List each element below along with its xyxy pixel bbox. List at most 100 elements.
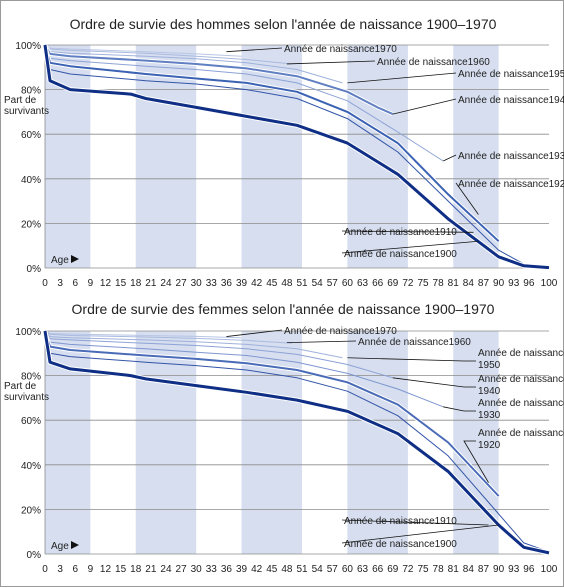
x-tick-label: 30 [191, 278, 203, 289]
leader-line [455, 182, 479, 215]
series-label: Année de naissance1960 [358, 337, 471, 348]
x-tick-label: 33 [206, 278, 218, 289]
y-tick-label: 20% [21, 505, 41, 516]
x-tick-label: 75 [417, 278, 429, 289]
x-tick-label: 63 [357, 278, 369, 289]
x-tick-label: 78 [433, 278, 445, 289]
leader-line [286, 340, 357, 343]
x-tick-label: 39 [236, 278, 248, 289]
series-line [44, 44, 444, 162]
y-tick-label: 40% [21, 461, 41, 472]
series-label: Année de naissance1960 [377, 57, 490, 68]
y-tick-label: 60% [21, 416, 41, 427]
x-tick-label: 63 [357, 564, 369, 575]
x-tick-label: 100 [541, 278, 558, 289]
x-tick-label: 69 [387, 278, 399, 289]
x-tick-label: 33 [206, 564, 218, 575]
x-tick-label: 84 [463, 278, 475, 289]
x-tick-label: 12 [100, 278, 112, 289]
series-label: Année de naissance1910 [344, 227, 457, 238]
series-line [44, 330, 242, 339]
x-tick-label: 69 [387, 564, 399, 575]
y-tick-label: 80% [21, 372, 41, 383]
x-tick-label: 48 [281, 564, 293, 575]
series-label: Année de naissance1940 [458, 95, 564, 106]
x-tick-label: 66 [372, 278, 384, 289]
x-tick-label: 3 [57, 278, 63, 289]
x-tick-label: 51 [296, 278, 308, 289]
x-tick-label: 72 [402, 564, 414, 575]
x-tick-label: 87 [478, 564, 490, 575]
leader-line [392, 98, 457, 115]
leader-line [341, 240, 479, 254]
x-tick-label: 12 [100, 564, 112, 575]
y-tick-label: 40% [21, 175, 41, 186]
x-tick-label: 66 [372, 564, 384, 575]
x-tick-label: 75 [417, 564, 429, 575]
series-label: Année de naissance1970 [284, 326, 397, 337]
x-tick-label: 96 [523, 564, 535, 575]
leader-line [341, 524, 499, 544]
series-label: Année de naissance1910 [344, 516, 457, 527]
series-label: Année de naissance1900 [344, 539, 457, 550]
chart-panel-hommes: Ordre de survie des hommes selon l'année… [4, 16, 564, 289]
x-tick-label: 90 [493, 564, 505, 575]
series-label: Année de naissance1950 [458, 69, 564, 80]
x-tick-label: 21 [145, 278, 157, 289]
x-tick-label: 15 [115, 278, 127, 289]
series-line [44, 330, 550, 553]
leader-line [341, 519, 489, 526]
y-axis-label: Part de survivants [4, 95, 49, 117]
x-tick-label: 93 [508, 564, 520, 575]
y-tick-label: 80% [21, 86, 41, 97]
series-line [44, 330, 500, 497]
age-band [135, 331, 197, 554]
x-tick-label: 0 [42, 564, 48, 575]
x-tick-label: 39 [236, 564, 248, 575]
x-axis-label: Age [51, 255, 69, 266]
x-tick-label: 81 [448, 278, 460, 289]
series-line [44, 44, 293, 65]
leader-line [463, 440, 489, 483]
y-axis-label: Part de survivants [4, 381, 49, 403]
chart-title: Ordre de survie des femmes selon l'année… [72, 301, 495, 317]
x-axis-label: Age [51, 541, 69, 552]
x-tick-label: 93 [508, 278, 520, 289]
leader-line [226, 47, 283, 53]
x-tick-label: 51 [296, 564, 308, 575]
x-tick-label: 9 [88, 564, 94, 575]
series-line [44, 330, 343, 359]
x-tick-label: 18 [130, 278, 142, 289]
series-line [44, 44, 394, 116]
x-tick-label: 21 [145, 564, 157, 575]
x-tick-label: 57 [327, 564, 339, 575]
x-tick-label: 36 [221, 564, 233, 575]
x-tick-label: 9 [88, 278, 94, 289]
x-tick-label: 30 [191, 564, 203, 575]
x-tick-label: 100 [541, 564, 558, 575]
y-tick-label: 60% [21, 130, 41, 141]
series-line [44, 44, 242, 57]
series-line [44, 44, 500, 242]
x-tick-label: 27 [176, 564, 188, 575]
x-tick-label: 54 [312, 564, 324, 575]
y-tick-label: 20% [21, 219, 41, 230]
chart-panel-femmes: Ordre de survie des femmes selon l'année… [4, 301, 564, 575]
series-label: Année de naissance1920 [458, 179, 564, 190]
series-line [44, 330, 444, 408]
x-tick-label: 27 [176, 278, 188, 289]
x-axis-arrow [71, 255, 79, 263]
x-tick-label: 78 [433, 564, 445, 575]
x-tick-label: 6 [72, 278, 78, 289]
x-axis-arrow [71, 541, 79, 549]
leader-line [392, 377, 476, 388]
x-tick-label: 42 [251, 278, 263, 289]
x-tick-label: 24 [160, 278, 172, 289]
leader-line [341, 230, 474, 233]
x-tick-label: 81 [448, 564, 460, 575]
y-tick-label: 0% [27, 550, 42, 561]
